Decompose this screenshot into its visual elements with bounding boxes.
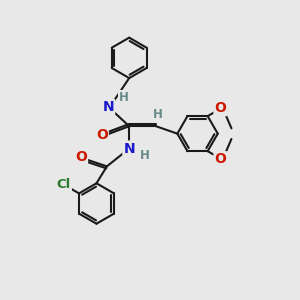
Text: H: H — [140, 148, 150, 162]
Text: O: O — [75, 150, 87, 164]
Text: Cl: Cl — [57, 178, 71, 191]
Text: N: N — [103, 100, 114, 114]
Text: H: H — [152, 108, 162, 122]
Text: N: N — [123, 142, 135, 155]
Text: H: H — [119, 91, 129, 104]
Text: O: O — [214, 152, 226, 166]
Text: O: O — [96, 128, 108, 142]
Text: O: O — [214, 101, 226, 115]
